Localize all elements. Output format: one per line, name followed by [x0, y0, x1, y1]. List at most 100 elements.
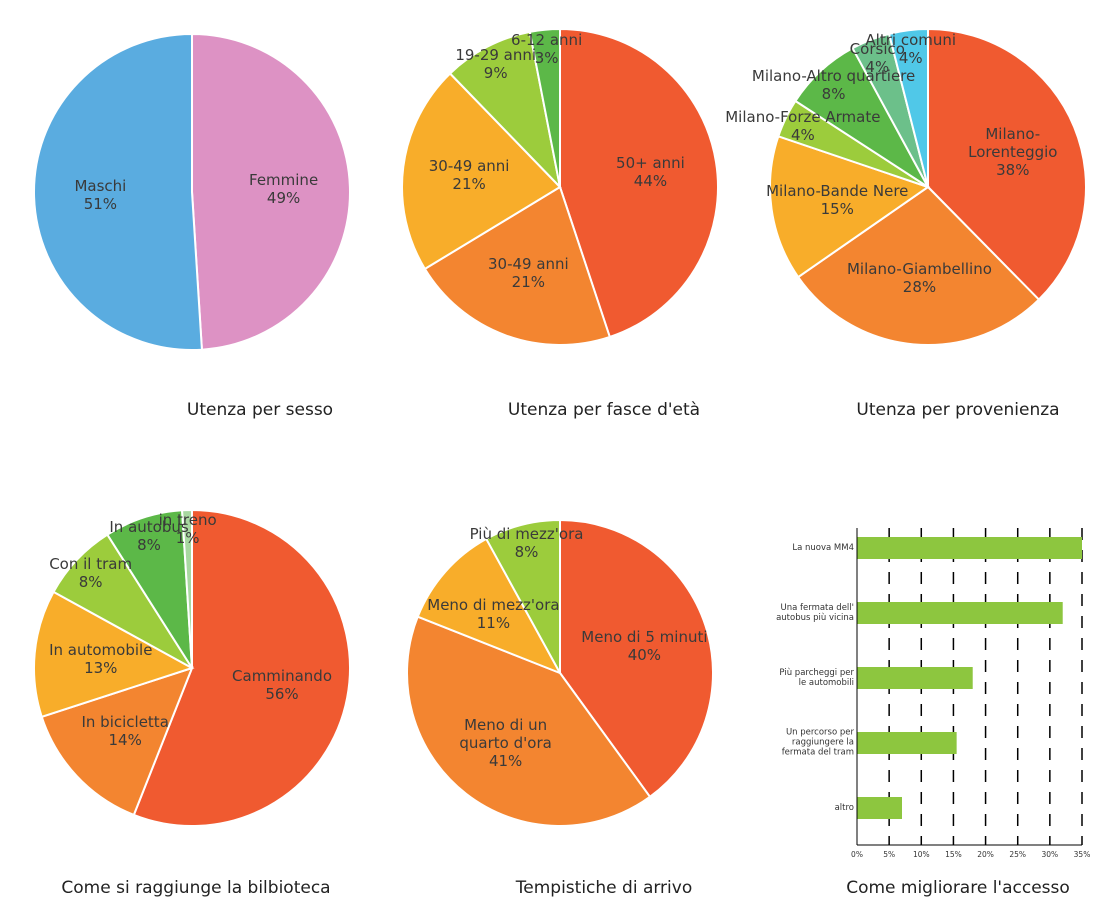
x-tick-label: 5%: [883, 850, 896, 859]
pie-slice: [191, 32, 351, 351]
pie-slice: [32, 32, 203, 351]
y-tick-label: Una fermata dell' autobus più vicina: [776, 602, 854, 623]
slice-label: Milano-Bande Nere 15%: [766, 182, 908, 218]
slice-label: 30-49 anni 21%: [429, 157, 510, 193]
slice-label: Milano-Altro quartiere 8%: [752, 67, 915, 103]
slice-category: Milano-Lorenteggio: [968, 125, 1058, 162]
slice-category: Camminando: [232, 667, 332, 686]
slice-label: Milano-Lorenteggio 38%: [966, 125, 1060, 179]
slice-value: 15%: [820, 199, 854, 218]
slice-label: Più di mezz'ora 8%: [470, 525, 584, 561]
slice-label: Meno di mezz'ora 11%: [427, 596, 559, 632]
slice-category: Più di mezz'ora: [469, 524, 584, 543]
slice-label: Maschi 51%: [74, 177, 126, 213]
slice-category: Meno di mezz'ora: [427, 596, 560, 615]
slice-label: In bicicletta 14%: [81, 713, 168, 749]
slice-label: In autobus 8%: [109, 518, 188, 554]
pie-slice: [927, 27, 1087, 302]
slice-value: 8%: [78, 572, 103, 591]
slice-value: 4%: [790, 126, 815, 145]
slice-category: Milano-Giambellino: [846, 260, 992, 279]
pie-slice: [416, 537, 563, 675]
slice-value: 8%: [137, 535, 161, 554]
slice-label: in treno 1%: [159, 511, 217, 547]
slice-category: Maschi: [74, 176, 127, 195]
y-tick-label: Un percorso per raggiungere la fermata d…: [781, 727, 854, 759]
bar: [857, 797, 902, 819]
slice-category: Meno di 5 minuti: [581, 627, 708, 646]
slice-value: 44%: [633, 172, 668, 191]
y-tick-label: altro: [834, 802, 854, 813]
y-tick-label: La nuova MM4: [792, 542, 854, 553]
slice-value: 14%: [108, 730, 142, 749]
slice-label: 50+ anni 44%: [616, 154, 685, 190]
slice-value: 40%: [627, 645, 662, 664]
slice-value: 21%: [511, 273, 546, 291]
pie-slice: [401, 72, 562, 271]
slice-label: Corsico 4%: [850, 40, 905, 76]
chart-title: Utenza per provenienza: [856, 400, 1060, 420]
x-tick-label: 30%: [1041, 850, 1059, 859]
bar: [857, 667, 973, 689]
slice-category: 19-29 anni: [455, 45, 537, 64]
slice-label: Altri comuni 4%: [865, 31, 956, 67]
slice-category: Milano-Altro quartiere: [751, 66, 916, 85]
pie-slice: [132, 508, 351, 827]
slice-label: Con il tram 8%: [49, 555, 132, 591]
slice-value: 38%: [996, 161, 1030, 180]
slice-category: Altri comuni: [865, 31, 957, 50]
slice-category: Milano-Forze Armate: [725, 108, 881, 127]
slice-value: 8%: [821, 84, 846, 103]
x-tick-label: 0%: [851, 850, 863, 859]
pie-slice: [448, 30, 562, 191]
pie-slice: [406, 615, 652, 827]
pie-slice: [484, 518, 561, 674]
slice-category: In autobus: [109, 517, 189, 536]
chart-title: Tempistiche di arrivo: [515, 878, 693, 898]
slice-value: 41%: [488, 752, 523, 771]
chart-title: Come si raggiunge la bilbioteca: [61, 878, 331, 898]
y-tick-label: Più parcheggi per le automobili: [779, 667, 854, 688]
slice-category: 6-12 anni: [511, 30, 583, 49]
slice-category: in treno: [158, 511, 217, 530]
x-tick-label: 25%: [1009, 850, 1027, 859]
x-tick-label: 10%: [912, 850, 930, 859]
pie-slice: [33, 590, 195, 719]
slice-label: Milano-Giambellino 28%: [847, 260, 992, 296]
slice-value: 3%: [534, 48, 559, 67]
slice-category: Femmine: [249, 171, 319, 190]
chart-title: Utenza per sesso: [186, 400, 334, 420]
slice-category: Corsico: [849, 39, 905, 58]
pie-slice: [559, 518, 714, 799]
slice-label: Meno di 5 minuti 40%: [581, 628, 707, 664]
pie-slice: [423, 185, 612, 346]
slice-label: 19-29 anni 9%: [455, 46, 536, 82]
x-tick-label: 15%: [945, 850, 962, 859]
slice-value: 9%: [483, 63, 508, 82]
slice-value: 13%: [84, 659, 118, 678]
slice-label: 30-49 anni 21%: [488, 255, 569, 291]
slice-category: 30-49 anni: [428, 157, 510, 176]
pie-slice: [769, 135, 931, 279]
slice-category: In automobile: [49, 641, 153, 660]
slice-category: Con il tram: [49, 554, 133, 573]
slice-label: 6-12 anni 3%: [511, 31, 582, 67]
slice-label: In automobile 13%: [49, 641, 152, 677]
slice-label: Camminando 56%: [232, 667, 332, 703]
slice-category: In bicicletta: [81, 712, 169, 731]
slice-value: 8%: [514, 542, 539, 561]
x-tick-label: 20%: [977, 850, 994, 859]
chart-title: Come migliorare l'accesso: [846, 878, 1070, 898]
bar: [857, 537, 1082, 559]
chart-title: Utenza per fasce d'età: [507, 400, 701, 420]
slice-category: 50+ anni: [616, 154, 685, 173]
slice-value: 21%: [452, 175, 486, 194]
pie-slice: [796, 185, 1041, 346]
slice-label: Femmine 49%: [249, 171, 318, 207]
bar: [857, 602, 1063, 624]
slice-value: 28%: [902, 278, 937, 297]
slice-category: Meno di un quarto d'ora: [459, 716, 552, 753]
slice-label: Meno di un quarto d'ora 41%: [459, 716, 551, 770]
